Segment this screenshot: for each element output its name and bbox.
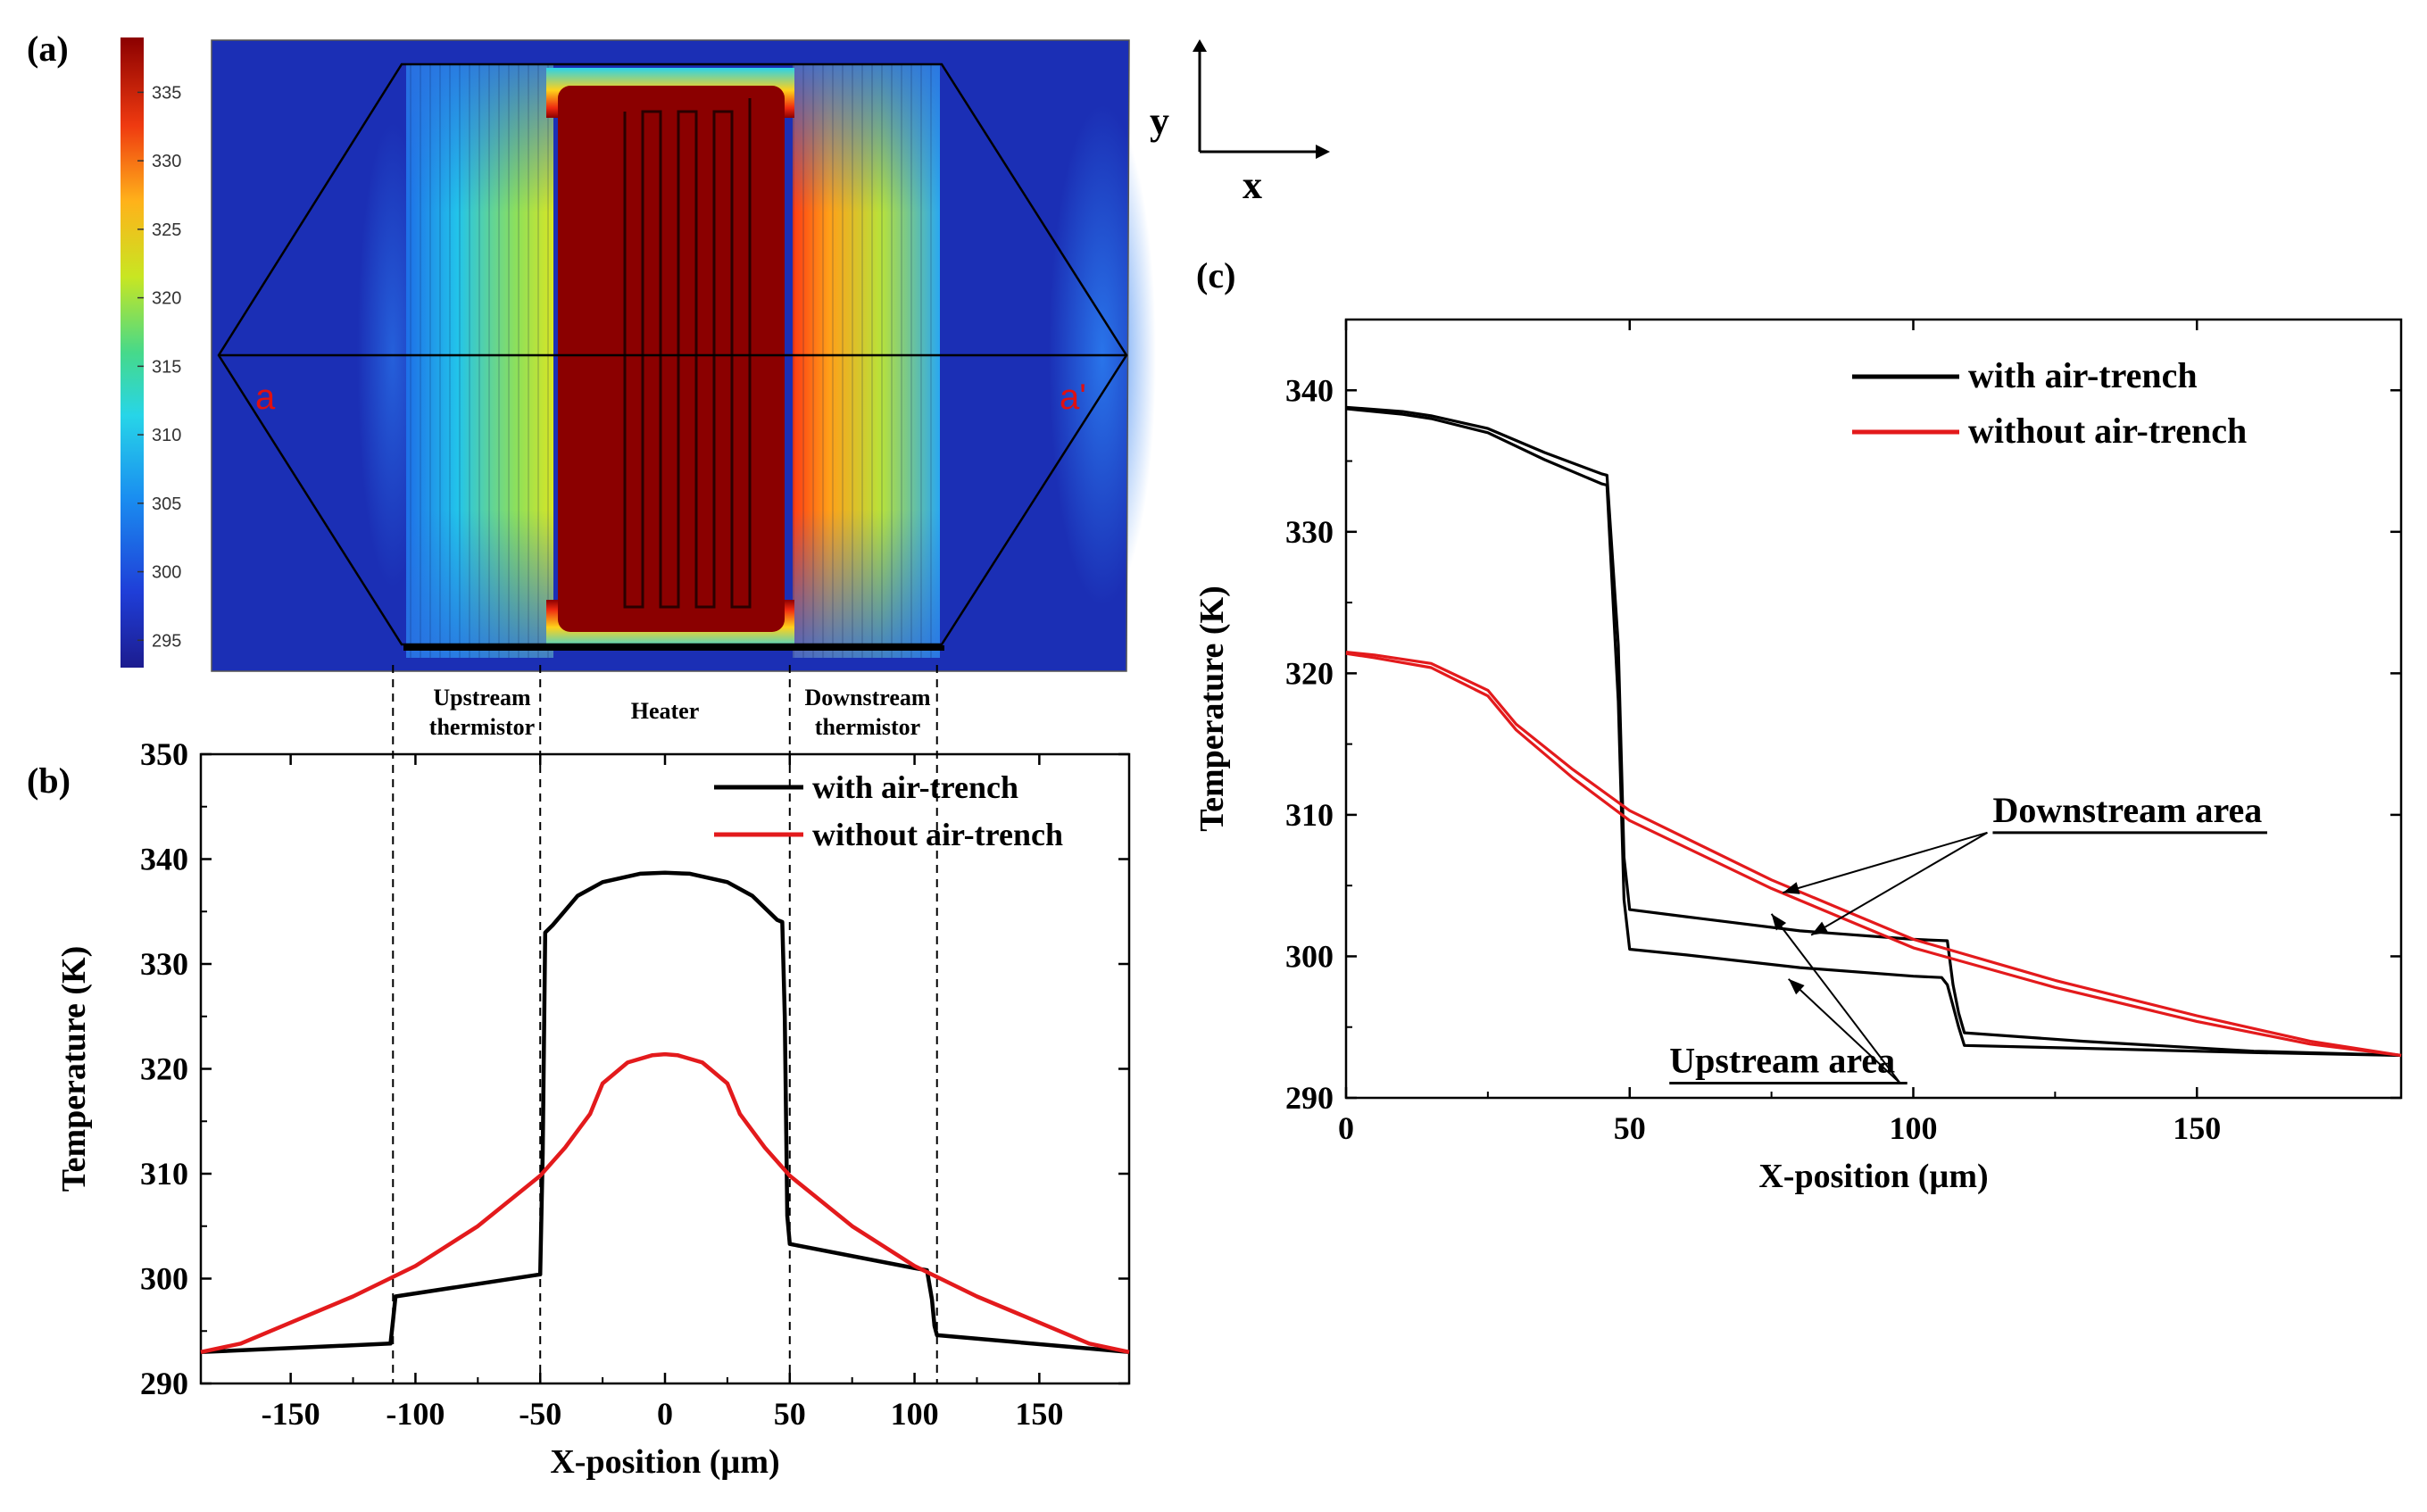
y-tick-label: 310 [140, 1156, 188, 1192]
heater-meander [623, 98, 752, 609]
x-tick-label: -100 [386, 1396, 445, 1432]
annotation-label: Upstream area [1669, 1040, 1895, 1080]
y-axis-label: Temperature (K) [55, 946, 93, 1192]
upstream-label-line2: thermistor [429, 714, 535, 740]
annotation-arrow [1787, 978, 1901, 1084]
panel-label-a: (a) [27, 29, 69, 69]
x-tick-label: 150 [1015, 1396, 1063, 1432]
y-tick-label: 300 [1285, 938, 1334, 974]
y-tick-label: 310 [1285, 797, 1334, 833]
section-end-label: a' [1060, 378, 1086, 417]
annotation-arrow [1783, 831, 1988, 894]
legend-label: with air-trench [812, 769, 1018, 805]
series-line-without-air-trench [200, 1051, 1130, 1355]
legend-label: without air-trench [812, 817, 1063, 852]
region-labels: Upstream thermistor Heater Downstream th… [429, 685, 931, 740]
legend: with air-trench without air-trench [714, 769, 1063, 852]
temperature-contour-map: a a' [211, 39, 1156, 672]
chart-b: -150 -100 -50 0 50 100 150 290 300 310 320 330 340 35… [55, 665, 1131, 1481]
series-line-with-air-trench [1345, 405, 2402, 1057]
annotation-arrowhead [1771, 913, 1787, 931]
x-tick-label: -50 [519, 1396, 561, 1432]
x-tick-label: 0 [657, 1396, 673, 1432]
chart-c: 0 50 100 150 290 300 310 320 330 340 X-position (µ… [1193, 318, 2403, 1195]
annotation-arrowhead [1783, 882, 1800, 894]
axes-indicator: y x [1150, 39, 1330, 207]
colorbar [121, 37, 144, 668]
x-tick-label: 0 [1338, 1110, 1354, 1146]
annotation-arrow [1770, 913, 1901, 1084]
y-axis-label: Temperature (K) [1193, 586, 1231, 831]
y-tick-label: 290 [140, 1366, 188, 1401]
series-line-with-air-trench [200, 870, 1130, 1355]
downstream-label-line2: thermistor [815, 714, 920, 740]
annotation-arrowhead [1811, 921, 1829, 935]
colorbar-tick-label: 305 [152, 494, 181, 514]
y-tick-label: 320 [1285, 655, 1334, 691]
annotation: Upstream area [1669, 913, 1908, 1084]
y-tick-label: 340 [140, 842, 188, 877]
y-tick-label: 320 [140, 1051, 188, 1087]
colorbar-tick-label: 325 [152, 220, 181, 240]
y-tick-label: 330 [140, 946, 188, 982]
x-axis-indicator-label: x [1243, 163, 1262, 207]
annotation-label: Downstream area [1992, 790, 2262, 830]
x-tick-label: 100 [1889, 1110, 1937, 1146]
series-line-without-air-trench [1345, 652, 2402, 1057]
contour-panel: (a) 335 330 325 320 315 310 305 300 295 a a' [27, 29, 1156, 740]
legend-label: with air-trench [1968, 355, 2198, 395]
colorbar-tick-label: 310 [152, 426, 181, 445]
downstream-label-line1: Downstream [804, 685, 930, 710]
y-tick-label: 300 [140, 1261, 188, 1297]
y-axis-indicator-label: y [1150, 99, 1169, 143]
x-axis-label: X-position (µm) [1758, 1158, 1988, 1195]
heater-region [558, 86, 785, 632]
panel-label-c: (c) [1196, 255, 1235, 295]
y-tick-label: 290 [1285, 1080, 1334, 1116]
colorbar-tick-label: 315 [152, 357, 181, 377]
legend: with air-trench without air-trench [1852, 355, 2247, 451]
x-tick-label: 50 [774, 1396, 806, 1432]
colorbar-tick-label: 320 [152, 289, 181, 309]
x-tick-label: 150 [2173, 1110, 2221, 1146]
y-tick-label: 350 [140, 736, 188, 772]
plot-frame [1344, 318, 2403, 1100]
x-tick-label: 50 [1614, 1110, 1646, 1146]
y-tick-label: 340 [1285, 372, 1334, 408]
colorbar-ticks: 335 330 325 320 315 310 305 300 295 [137, 83, 181, 651]
series-line-with-air-trench [1345, 407, 2402, 1057]
annotation-arrow [1810, 831, 1988, 936]
colorbar-tick-label: 330 [152, 152, 181, 171]
upstream-label-line1: Upstream [433, 685, 531, 710]
colorbar-tick-label: 300 [152, 563, 181, 583]
legend-label: without air-trench [1968, 411, 2247, 451]
heater-label: Heater [631, 698, 700, 724]
colorbar-tick-label: 295 [152, 631, 181, 651]
panel-label-b: (b) [27, 760, 71, 801]
x-axis-label: X-position (µm) [550, 1443, 779, 1481]
x-tick-label: -150 [262, 1396, 320, 1432]
annotation-arrowhead [1788, 978, 1805, 995]
series-line-without-air-trench [1345, 651, 2402, 1057]
x-tick-label: 100 [891, 1396, 939, 1432]
colorbar-tick-label: 335 [152, 83, 181, 103]
section-start-label: a [255, 378, 276, 417]
annotation: Downstream area [1783, 790, 2267, 936]
y-tick-label: 330 [1285, 514, 1334, 550]
